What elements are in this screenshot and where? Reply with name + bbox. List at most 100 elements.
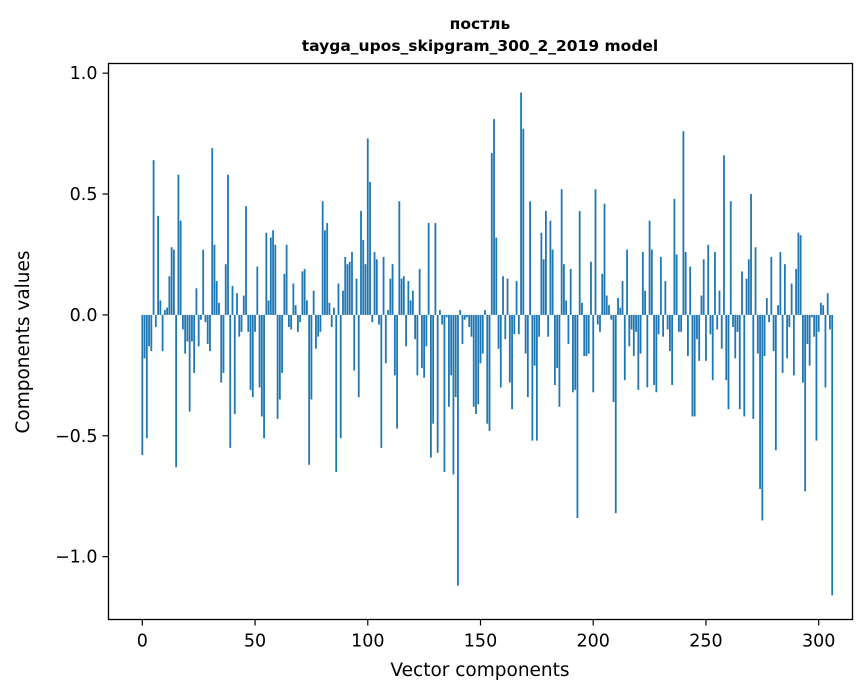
bar-190 — [569, 268, 572, 315]
bar-140 — [457, 314, 459, 586]
y-tick-label-0: 1.0 — [70, 64, 98, 84]
bar-13 — [170, 247, 173, 315]
bar-81 — [324, 230, 326, 315]
bar-54 — [263, 314, 265, 439]
bar-253 — [711, 314, 714, 381]
bar-37 — [224, 264, 227, 315]
bar-182 — [551, 249, 554, 315]
bar-110 — [389, 278, 392, 315]
bar-192 — [574, 314, 577, 390]
bar-146 — [470, 314, 473, 337]
bar-241 — [684, 252, 687, 315]
bar-304 — [826, 293, 829, 315]
bar-257 — [720, 314, 723, 349]
bar-21 — [188, 314, 191, 412]
bar-108 — [384, 314, 387, 364]
bar-218 — [632, 314, 635, 357]
bar-111 — [391, 264, 394, 315]
bar-201 — [594, 189, 597, 315]
bar-128 — [430, 314, 432, 458]
bar-150 — [479, 314, 482, 364]
bar-277 — [765, 297, 768, 315]
bar-187 — [563, 264, 565, 315]
bar-244 — [691, 314, 694, 417]
bar-167 — [517, 314, 520, 335]
bar-48 — [249, 314, 252, 390]
bar-152 — [484, 310, 486, 315]
bar-18 — [182, 314, 184, 330]
plot-frame — [107, 62, 854, 621]
bar-16 — [177, 174, 180, 315]
bar-87 — [337, 283, 340, 315]
bar-34 — [218, 302, 220, 315]
bar-220 — [637, 314, 640, 390]
bar-213 — [621, 281, 624, 315]
bar-107 — [382, 256, 385, 315]
bar-189 — [567, 314, 570, 344]
bar-283 — [779, 252, 782, 315]
x-tick-label-300: 300 — [802, 632, 835, 652]
bar-139 — [454, 314, 457, 398]
bar-223 — [644, 290, 646, 315]
bar-49 — [251, 314, 254, 398]
bar-9 — [161, 314, 164, 352]
bar-276 — [763, 314, 766, 357]
bar-62 — [281, 314, 283, 373]
bar-296 — [808, 314, 811, 366]
bar-85 — [333, 307, 335, 315]
bar-193 — [576, 314, 579, 518]
bar-194 — [578, 210, 581, 315]
bar-161 — [504, 314, 507, 340]
bar-52 — [258, 314, 261, 388]
bar-306 — [831, 314, 834, 596]
bar-246 — [696, 314, 698, 340]
bar-199 — [590, 261, 592, 315]
bar-200 — [592, 314, 595, 393]
bar-137 — [450, 314, 453, 376]
y-axis-label: Components values — [13, 250, 34, 433]
bar-24 — [195, 288, 198, 315]
bar-96 — [357, 314, 360, 398]
bar-215 — [626, 249, 628, 315]
bar-183 — [554, 314, 556, 386]
bar-101 — [369, 181, 371, 315]
bar-278 — [768, 314, 770, 323]
bar-149 — [477, 314, 480, 405]
bar-196 — [583, 314, 586, 357]
y-tick-label-3: −0.5 — [55, 427, 98, 447]
bar-284 — [781, 314, 784, 373]
bar-291 — [797, 232, 800, 315]
bar-261 — [729, 201, 732, 315]
bar-188 — [565, 300, 568, 315]
bar-19 — [184, 314, 187, 354]
bar-70 — [299, 314, 302, 323]
bar-178 — [542, 259, 545, 315]
bar-176 — [538, 314, 541, 337]
bar-47 — [247, 314, 250, 332]
bar-151 — [481, 314, 484, 354]
bar-195 — [581, 302, 583, 315]
bar-153 — [486, 314, 489, 424]
bar-295 — [806, 314, 809, 344]
bar-113 — [396, 314, 398, 429]
bar-130 — [434, 223, 437, 315]
bar-50 — [254, 314, 256, 332]
bar-117 — [405, 314, 407, 347]
bar-264 — [736, 314, 739, 332]
bar-274 — [759, 314, 761, 489]
bar-125 — [423, 314, 426, 378]
bar-247 — [698, 314, 701, 361]
bar-68 — [294, 305, 297, 315]
bar-272 — [754, 247, 757, 315]
bar-280 — [772, 314, 775, 352]
bar-143 — [463, 314, 466, 320]
bar-44 — [240, 314, 243, 332]
bar-169 — [522, 128, 525, 315]
bar-226 — [650, 249, 653, 315]
bar-175 — [535, 314, 538, 441]
bar-74 — [308, 314, 311, 465]
bar-148 — [475, 314, 477, 415]
bar-301 — [820, 302, 822, 315]
bar-103 — [373, 252, 376, 315]
bar-7 — [157, 215, 159, 315]
